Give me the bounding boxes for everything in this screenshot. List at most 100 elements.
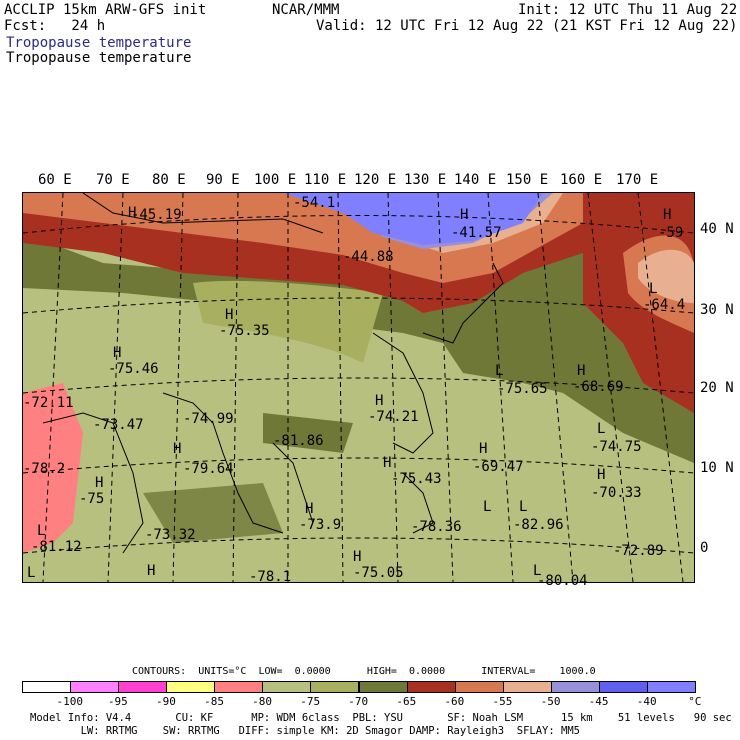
map-label: -45.19 [131,207,182,223]
lat-label: 30 N [700,302,734,318]
map-label: H [597,467,606,483]
map-label: -70.33 [591,485,642,501]
legend-swatch [454,681,504,693]
legend-swatch [70,681,120,693]
map-label: -81.12 [31,539,82,555]
map-label: -78.1 [249,569,292,585]
map-label: H [460,207,469,223]
color-legend [22,681,696,693]
valid-time: Valid: 12 UTC Fri 12 Aug 22 (21 KST Fri … [316,18,738,34]
map-label: -82.96 [513,517,564,533]
map-label: H [305,501,314,517]
map-label: H [353,549,362,565]
lon-label: 130 E [404,172,447,188]
map-label: -64.4 [643,297,686,313]
map-label: H [147,563,156,579]
map-label: -74.21 [368,409,419,425]
map-label: -75 [79,491,105,507]
init-time: Init: 12 UTC Thu 11 Aug 22 [518,2,738,18]
contour-info: CONTOURS: UNITS=°C LOW= 0.0000 HIGH= 0.0… [132,666,596,677]
map-label: -68.69 [573,379,624,395]
legend-label: -85 [204,695,224,708]
map-label: -44.88 [343,249,394,265]
map-label: -54.1 [293,195,336,211]
lat-label: 20 N [700,380,734,396]
lat-label: 10 N [700,460,734,476]
legend-swatch [118,681,168,693]
map-label: L [483,499,492,515]
lat-lon-grid [23,193,694,582]
lon-label: 60 E [38,172,72,188]
model-title: ACCLIP 15km ARW-GFS init [4,2,207,18]
legend-label: -65 [396,695,417,708]
legend-swatch [214,681,264,693]
lon-label: 70 E [96,172,130,188]
tropopause-temperature-map: -54.1 H -45.19 H -41.57 H -59 -44.88 L -… [22,192,695,589]
map-label: -75.43 [391,471,442,487]
lat-label: 40 N [700,221,734,237]
map-canvas [23,193,694,582]
legend-label: °C [688,695,702,708]
coastlines [42,193,504,554]
map-label: -59 [658,225,684,241]
map-label: -73.9 [299,517,342,533]
lon-label: 110 E [304,172,347,188]
model-info-line1: Model Info: V4.4 CU: KF MP: WDM 6class P… [30,712,732,724]
map-label: H [128,205,137,221]
map-label: -72.89 [613,543,664,559]
legend-swatch [550,681,600,693]
map-label: -79.64 [183,461,234,477]
field-region-70 [143,483,283,543]
field-region-45 [283,193,543,245]
legend-swatch [22,681,72,693]
map-label: L [649,281,658,297]
lon-label: 170 E [616,172,659,188]
lon-label: 140 E [454,172,497,188]
map-label: -73.32 [145,527,196,543]
legend-swatch [646,681,696,693]
model-info-line2: LW: RRTMG SW: RRTMG DIFF: simple KM: 2D … [30,725,580,737]
map-label: L [495,363,504,379]
map-label: -75.46 [108,361,159,377]
legend-label: -70 [348,695,369,708]
field-region-70 [263,413,353,453]
legend-label: -75 [300,695,321,708]
lat-label: 0 [700,540,709,556]
legend-label: -40 [636,695,657,708]
map-label: -69.47 [473,459,524,475]
lon-label: 90 E [206,172,240,188]
map-label: L [597,421,606,437]
map-label: L [519,499,528,515]
legend-label: -50 [540,695,561,708]
map-label: H [113,345,122,361]
map-label: H [95,475,104,491]
lon-label: 100 E [254,172,297,188]
map-label: -80.04 [537,573,588,589]
map-label: H [479,441,488,457]
map-label: -75.05 [353,565,404,581]
map-label: H [383,455,392,471]
map-label: -81.86 [273,433,324,449]
legend-swatch [310,681,360,693]
legend-swatch [358,681,408,693]
field-region-80 [23,383,83,553]
lon-label: 80 E [152,172,186,188]
field-region-70 [23,213,694,463]
map-label: -72.11 [23,395,74,411]
map-label: L [533,563,542,579]
map-label: H [225,307,234,323]
lon-label: 120 E [354,172,397,188]
map-label: L [27,565,36,581]
legend-label: -60 [444,695,465,708]
map-label: H [173,441,182,457]
field-region-55 [638,249,694,303]
legend-swatch [502,681,552,693]
map-label: H [375,393,384,409]
map-label: H [663,207,672,223]
legend-swatch [262,681,312,693]
organization: NCAR/MMM [272,2,340,18]
legend-label: -45 [588,695,609,708]
field-title-primary: Tropopause temperature [6,35,192,51]
legend-swatch [598,681,648,693]
legend-label: -95 [107,695,128,708]
